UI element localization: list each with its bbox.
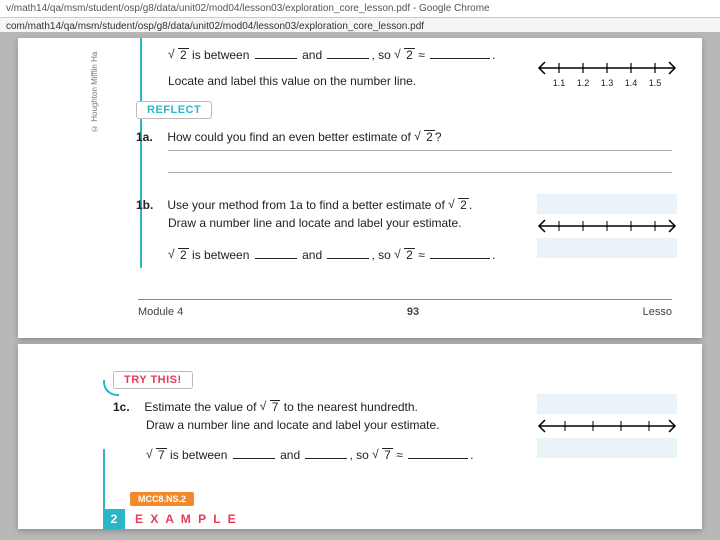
answer-box[interactable] — [537, 438, 677, 458]
window-title: v/math14/qa/msm/student/osp/g8/data/unit… — [0, 0, 720, 18]
locate-instruction: Locate and label this value on the numbe… — [168, 72, 416, 90]
vertical-rule — [140, 38, 142, 268]
question-1a: 1a. How could you find an even better es… — [136, 128, 442, 146]
trythis-heading: TRY THIS! — [113, 371, 193, 389]
answer-line[interactable] — [168, 150, 672, 151]
fill-blank-line-2: 2 is between and , so 2 ≈ . — [168, 246, 495, 264]
standard-tag: MCC8.NS.2 — [130, 492, 194, 506]
number-line-1: 1.1 1.2 1.3 1.4 1.5 — [537, 56, 677, 90]
fill-blank-line-1: 2 is between and , so 2 ≈ . — [168, 46, 495, 64]
pdf-viewport: © Houghton Mifflin Ha 2 is between and ,… — [0, 32, 720, 540]
footer-lesson: Lesso — [643, 306, 672, 318]
tick-label: 1.1 — [553, 78, 566, 88]
svg-text:1.5: 1.5 — [649, 78, 662, 88]
example-heading: 2 E X A M P L E — [103, 509, 238, 529]
number-line-blank-2 — [537, 418, 677, 434]
number-line-blank — [537, 218, 677, 234]
svg-text:1.3: 1.3 — [601, 78, 614, 88]
copyright-text: © Houghton Mifflin Ha — [90, 43, 100, 133]
example-number: 2 — [103, 509, 125, 529]
question-1b-line2: Draw a number line and locate and label … — [168, 214, 462, 232]
fill-blank-line-3: 7 is between and , so 7 ≈ . — [146, 446, 473, 464]
page-footer: Module 4 93 Lesso — [138, 299, 672, 318]
answer-box[interactable] — [537, 194, 677, 214]
svg-text:1.2: 1.2 — [577, 78, 590, 88]
pdf-page-1: © Houghton Mifflin Ha 2 is between and ,… — [18, 38, 702, 338]
question-1c: 1c. Estimate the value of 7 to the neare… — [113, 398, 418, 416]
pdf-page-2: TRY THIS! 1c. Estimate the value of 7 to… — [18, 344, 702, 529]
answer-box[interactable] — [537, 394, 677, 414]
question-1b: 1b. Use your method from 1a to find a be… — [136, 196, 472, 214]
answer-line[interactable] — [168, 172, 672, 173]
footer-module: Module 4 — [138, 306, 183, 318]
question-1c-line2: Draw a number line and locate and label … — [146, 416, 440, 434]
svg-text:1.4: 1.4 — [625, 78, 638, 88]
reflect-heading: REFLECT — [136, 101, 212, 119]
answer-box[interactable] — [537, 238, 677, 258]
example-label: E X A M P L E — [125, 512, 238, 526]
footer-pagenum: 93 — [407, 306, 419, 318]
